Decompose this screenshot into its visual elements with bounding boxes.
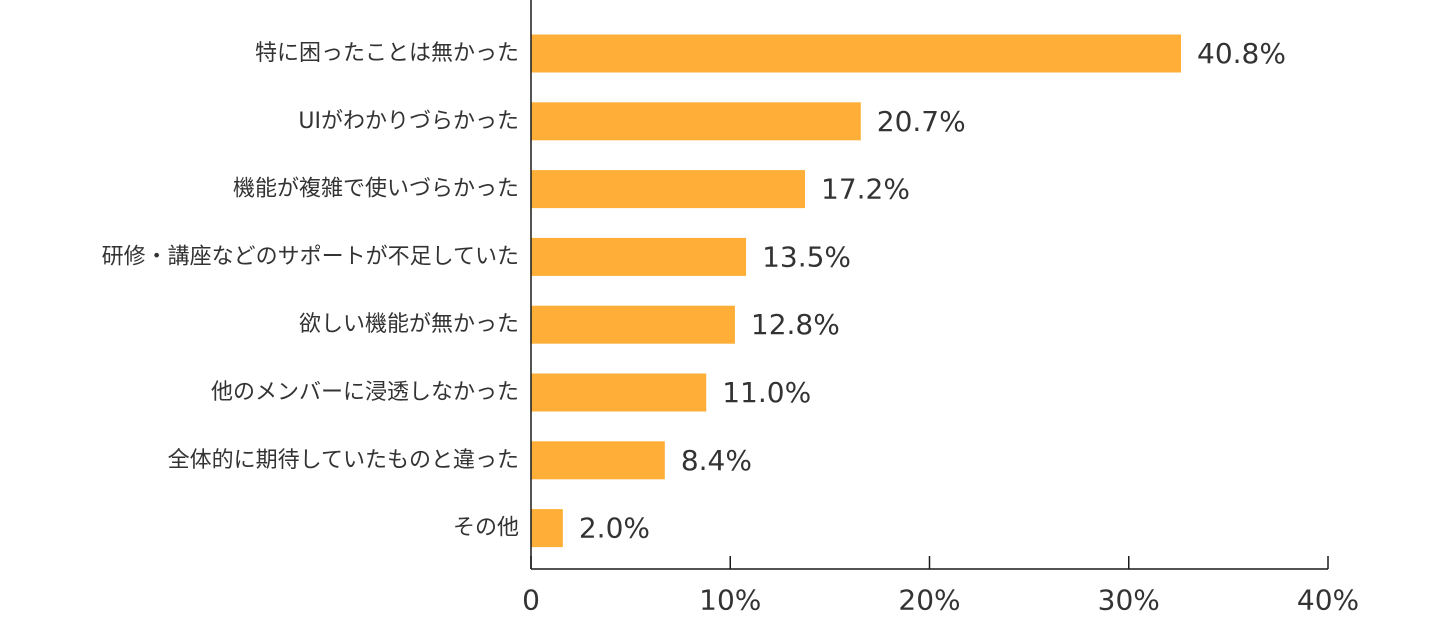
- bars: [531, 34, 1181, 548]
- category-label: その他: [453, 516, 519, 541]
- category-label: 特に困ったことは無かった: [255, 41, 519, 66]
- category-label: 欲しい機能が無かった: [299, 312, 519, 337]
- category-label: 研修・講座などのサポートが不足していた: [102, 244, 519, 269]
- value-labels: 40.8% 20.7% 17.2% 13.5% 12.8% 11.0% 8.4% 2.0%: [579, 37, 1286, 545]
- value-label: 11.0%: [722, 376, 811, 409]
- value-label: 13.5%: [762, 240, 851, 273]
- value-label: 20.7%: [877, 105, 966, 138]
- category-label: 全体的に期待していたものと違った: [168, 448, 519, 473]
- x-tick-label: 10%: [699, 584, 761, 617]
- value-label: 12.8%: [751, 308, 840, 341]
- x-tick-label: 30%: [1098, 584, 1160, 617]
- value-label: 40.8%: [1197, 37, 1286, 70]
- category-label: 機能が複雑で使いづらかった: [233, 177, 519, 202]
- bar: [531, 34, 1181, 73]
- x-tick-label: 20%: [898, 584, 960, 617]
- bar: [531, 509, 563, 548]
- x-tick-label: 40%: [1297, 584, 1359, 617]
- value-label: 2.0%: [579, 512, 650, 545]
- category-labels: 特に困ったことは無かった UIがわかりづらかった機能が複雑で使いづらかった研修・講…: [102, 41, 519, 541]
- bar: [531, 373, 707, 412]
- bar: [531, 237, 747, 276]
- value-label: 17.2%: [821, 173, 910, 206]
- category-label: UIがわかりづらかった: [298, 109, 519, 134]
- x-tick-label: 0: [522, 584, 540, 617]
- bar: [531, 170, 806, 209]
- bar: [531, 305, 735, 344]
- bar: [531, 441, 665, 480]
- bar: [531, 102, 861, 141]
- category-label: 他のメンバーに浸透しなかった: [211, 380, 519, 405]
- value-label: 8.4%: [681, 444, 752, 477]
- x-axis: 0 10% 20% 30% 40%: [522, 0, 1359, 617]
